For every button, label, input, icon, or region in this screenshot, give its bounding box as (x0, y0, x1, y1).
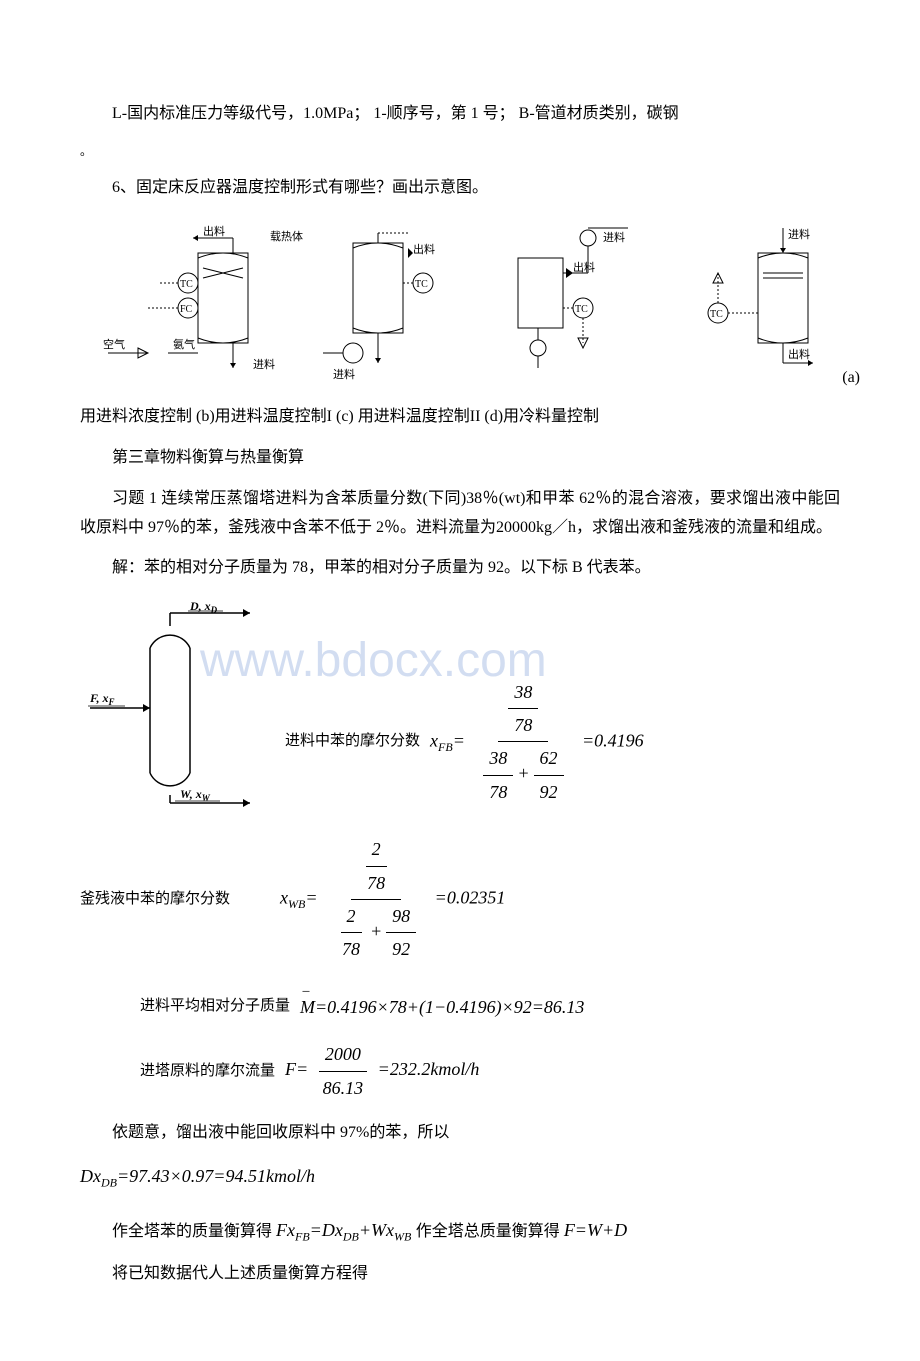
label-fc: FC (180, 304, 193, 315)
formula-7: F=W+D (564, 1220, 627, 1240)
formula-1-block: 进料中苯的摩尔分数 xFB= 3878 3878+6292 =0.4196 (285, 676, 644, 809)
text: 作全塔苯的质量衡算得 (112, 1223, 272, 1240)
paragraph-3: 用进料浓度控制 (b)用进料温度控制I (c) 用进料温度控制II (d)用冷料… (80, 403, 840, 432)
reactor-diagram-a: 出料 TC FC 空气 氨气 进料 (98, 223, 278, 383)
label-feed: 进料 (333, 367, 355, 381)
label-tc: TC (180, 279, 193, 290)
label-feed: 进料 (603, 230, 625, 244)
paragraph-5: 习题 1 连续常压蒸馏塔进料为含苯质量分数(下同)38％(wt)和甲苯 62％的… (80, 485, 840, 543)
distillation-column: D, xD F, xF W, xW (80, 598, 280, 818)
label-tc: TC (415, 279, 428, 290)
text: 解：苯的相对分子质量为 78，甲苯的相对分子质量为 92。以下标 B 代表苯。 (112, 559, 651, 576)
formula-3: ‾M̄M=0.4196×78+(1−0.4196)×92=86.13 (300, 991, 584, 1023)
paragraph-9: 将已知数据代人上述质量衡算方程得 (80, 1260, 840, 1289)
formula-2-block: 釜残液中苯的摩尔分数 xWB= 278 278+9892 =0.02351 (80, 833, 840, 966)
text: 用进料浓度控制 (b)用进料温度控制I (c) 用进料温度控制II (d)用冷料… (80, 408, 599, 425)
label-feed: 进料 (788, 227, 810, 241)
formula-4-label: 进塔原料的摩尔流量 (140, 1058, 275, 1085)
text: 作全塔总质量衡算得 (416, 1223, 564, 1240)
text: 。 (80, 144, 92, 158)
paragraph-7: 依题意，馏出液中能回收原料中 97%的苯，所以 (80, 1119, 840, 1148)
text: 第三章物料衡算与热量衡算 (112, 449, 304, 466)
label-out: 出料 (573, 260, 595, 274)
formula-3-block: 进料平均相对分子质量 ‾M̄M=0.4196×78+(1−0.4196)×92=… (80, 991, 840, 1023)
label-n2: 氨气 (173, 337, 195, 351)
text: 依题意，馏出液中能回收原料中 97%的苯，所以 (112, 1124, 449, 1141)
paragraph-8: 作全塔苯的质量衡算得 FxFB=DxDB+WxWB 作全塔总质量衡算得 F=W+… (80, 1214, 840, 1248)
label-tc: TC (710, 309, 723, 320)
formula-3-label: 进料平均相对分子质量 (140, 993, 290, 1020)
label-carrier: 载热体 (270, 228, 303, 248)
label-tc: TC (575, 304, 588, 315)
paragraph-6: 解：苯的相对分子质量为 78，甲苯的相对分子质量为 92。以下标 B 代表苯。 (80, 554, 840, 583)
formula-1-label: 进料中苯的摩尔分数 (285, 728, 420, 755)
column-diagram-block: www.bdocx.com D, xD F, xF W, xW 进料中苯的摩尔分… (80, 598, 840, 818)
paragraph-2: 6、固定床反应器温度控制形式有哪些？画出示意图。 (80, 174, 840, 203)
label-outlet: 出料 (203, 224, 225, 238)
paragraph-1: L-国内标准压力等级代号，1.0MPa； 1-顺序号，第 1 号； B-管道材质… (80, 100, 840, 129)
paragraph-1-end: 。 (80, 141, 840, 163)
formula-4: F= 2000 86.13 =232.2kmol/h (285, 1038, 479, 1104)
label-air: 空气 (103, 337, 125, 351)
formula-1: xFB= 3878 3878+6292 =0.4196 (430, 676, 644, 809)
label-outlet: 出料 (413, 242, 435, 256)
label-d: D, xD (189, 599, 218, 615)
formula-5: DxDB=97.43×0.97=94.51kmol/h (80, 1160, 840, 1194)
formula-2: xWB= 278 278+9892 =0.02351 (280, 833, 505, 966)
paragraph-4: 第三章物料衡算与热量衡算 (80, 444, 840, 473)
text: L-国内标准压力等级代号，1.0MPa； 1-顺序号，第 1 号； B-管道材质… (112, 105, 679, 122)
reactor-diagram-d: 进料 TC 出料 (673, 223, 823, 383)
label-out: 出料 (788, 347, 810, 361)
reactor-diagram-c: 进料 出料 TC (488, 223, 638, 383)
label-f: F, xF (89, 691, 114, 707)
formula-6: FxFB=DxDB+WxWB (276, 1220, 416, 1240)
formula-4-block: 进塔原料的摩尔流量 F= 2000 86.13 =232.2kmol/h (80, 1038, 840, 1104)
diagram-label-a: (a) (842, 364, 860, 393)
text: 将已知数据代人上述质量衡算方程得 (112, 1265, 368, 1282)
text: 6、固定床反应器温度控制形式有哪些？画出示意图。 (112, 179, 488, 196)
label-w: W, xW (180, 787, 211, 803)
reactor-diagrams: 出料 TC FC 空气 氨气 进料 载热体 出料 TC (80, 223, 840, 383)
formula-2-label: 釜残液中苯的摩尔分数 (80, 886, 230, 913)
text: 习题 1 连续常压蒸馏塔进料为含苯质量分数(下同)38％(wt)和甲苯 62％的… (80, 490, 840, 536)
label-feed: 进料 (253, 357, 275, 371)
reactor-diagram-b: 出料 TC 进料 (313, 223, 453, 383)
